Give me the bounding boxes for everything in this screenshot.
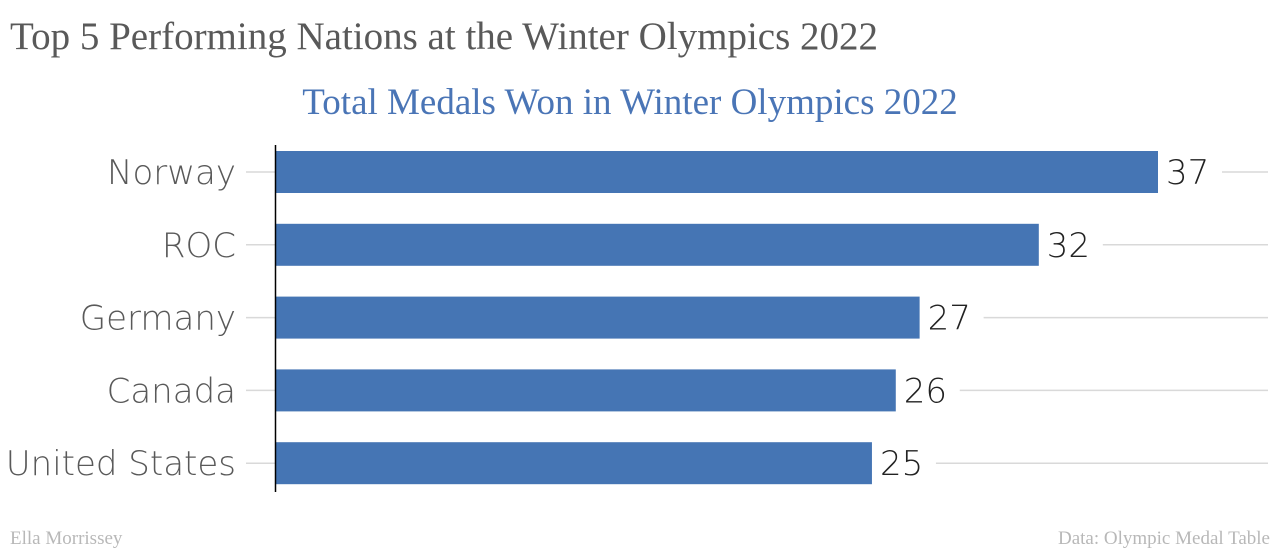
bar — [276, 369, 896, 412]
category-label: United States — [6, 444, 236, 484]
category-label: Germany — [80, 299, 236, 339]
category-label: ROC — [162, 226, 236, 266]
bar — [276, 151, 1158, 193]
grid-lines — [246, 171, 1268, 464]
value-labels: 37 32 27 26 25 — [880, 153, 1209, 484]
page-title: Top 5 Performing Nations at the Winter O… — [10, 15, 879, 58]
value-label: 27 — [928, 299, 971, 339]
value-label: 26 — [904, 371, 947, 411]
value-label: 25 — [880, 444, 923, 484]
chart-title: Total Medals Won in Winter Olympics 2022 — [302, 82, 957, 123]
data-source: Data: Olympic Medal Table — [1057, 528, 1270, 549]
category-label: Canada — [107, 371, 236, 411]
category-label: Norway — [107, 153, 236, 193]
bar — [276, 223, 1039, 266]
bar — [276, 442, 872, 485]
bars — [276, 151, 1158, 485]
value-label: 32 — [1047, 226, 1090, 266]
value-label: 37 — [1166, 153, 1209, 193]
bar — [276, 296, 920, 339]
author-credit: Ella Morrissey — [10, 528, 123, 549]
category-labels: Norway ROC Germany Canada United States — [6, 153, 236, 484]
